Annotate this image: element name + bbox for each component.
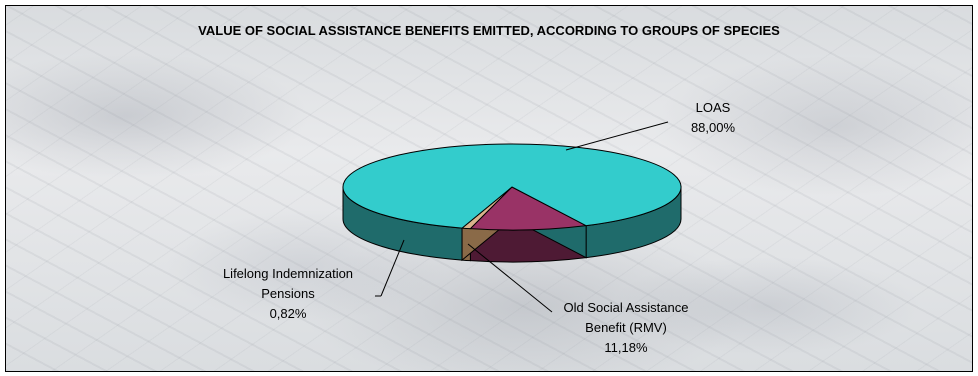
slice-label-loas-name: LOAS: [695, 100, 731, 115]
slice-label-rmv-name-1: Old Social Assistance: [563, 300, 689, 315]
pie-slice-rmv: [469, 186, 588, 231]
slice-label-loas-value: 88,00%: [690, 120, 736, 135]
slice-label-rmv: Old Social Assistance Benefit (RMV) 11,1…: [536, 298, 716, 358]
leader-pensions: [380, 239, 405, 297]
leader-rmv: [467, 243, 553, 313]
slice-label-pensions: Lifelong Indemnization Pensions 0,82%: [198, 264, 378, 324]
chart-title: VALUE OF SOCIAL ASSISTANCE BENEFITS EMIT…: [198, 23, 780, 38]
slice-label-loas: LOAS 88,00%: [668, 98, 758, 138]
slice-label-rmv-value: 11,18%: [604, 340, 648, 355]
pie-slice-loas: [342, 143, 682, 229]
leader-loas: [565, 121, 669, 151]
slice-label-rmv-name-2: Benefit (RMV): [585, 320, 667, 335]
slice-label-pensions-value: 0,82%: [269, 306, 307, 321]
slice-label-pensions-name-1: Lifelong Indemnization: [222, 266, 354, 281]
slice-label-pensions-name-2: Pensions: [261, 286, 315, 301]
